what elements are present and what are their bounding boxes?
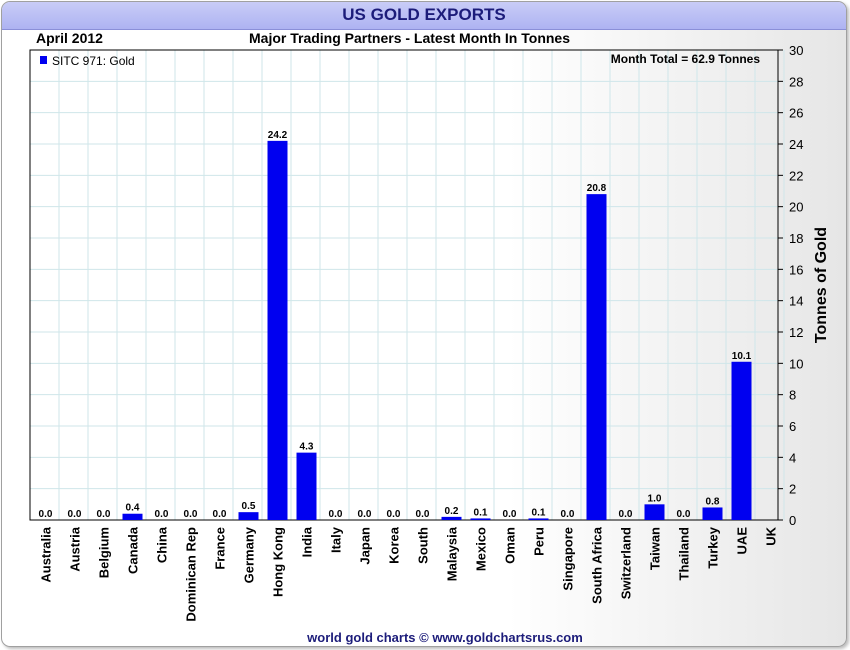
data-label: 0.0	[39, 509, 53, 520]
data-label: 0.0	[155, 509, 169, 520]
category-label: UAE	[735, 527, 750, 555]
category-label: UK	[764, 526, 779, 545]
y-tick-label: 2	[789, 482, 796, 497]
data-label: 0.0	[619, 509, 633, 520]
category-labels: Australia Austria Belgium Canada China Domini…	[39, 526, 779, 621]
data-label: 0.0	[97, 509, 111, 520]
plot-border	[29, 49, 779, 521]
data-label: 4.3	[300, 442, 314, 453]
y-tick-label: 26	[789, 106, 803, 121]
category-label: Belgium	[97, 527, 112, 578]
bar	[644, 504, 665, 520]
footer-credit: world gold charts © www.goldchartsrus.co…	[307, 630, 583, 645]
category-label: Mexico	[474, 527, 489, 571]
y-tick-label: 30	[789, 43, 803, 58]
month-total-annotation: Month Total = 62.9 Tonnes	[611, 52, 761, 66]
data-label: 0.0	[68, 509, 82, 520]
chart-title: US GOLD EXPORTS	[342, 5, 506, 24]
y-tick-label: 22	[789, 168, 803, 183]
data-label: 0.0	[561, 509, 575, 520]
bar	[122, 513, 143, 520]
bar	[528, 518, 549, 520]
bar	[238, 512, 259, 520]
data-label: 0.0	[503, 509, 517, 520]
bar	[267, 140, 288, 520]
category-label: France	[213, 527, 228, 570]
category-label: Malaysia	[445, 526, 460, 581]
data-label: 0.0	[416, 509, 430, 520]
category-label: Singapore	[561, 527, 576, 591]
data-label: 0.0	[677, 509, 691, 520]
y-tick-label: 10	[789, 356, 803, 371]
bar	[586, 194, 607, 520]
date-label: April 2012	[36, 30, 103, 46]
category-label: South Africa	[590, 526, 605, 604]
y-tick-label: 8	[789, 388, 796, 403]
y-tick-label: 18	[789, 231, 803, 246]
data-label: 0.0	[213, 509, 227, 520]
bar	[702, 507, 723, 520]
data-label: 24.2	[268, 130, 288, 141]
category-label: Turkey	[706, 526, 721, 568]
category-label: Switzerland	[619, 527, 634, 599]
category-label: Peru	[532, 527, 547, 556]
bar	[441, 516, 462, 520]
y-tick-label: 28	[789, 74, 803, 89]
category-label: India	[300, 526, 315, 557]
category-label: Taiwan	[648, 527, 663, 570]
data-label: 0.0	[329, 509, 343, 520]
data-label: 0.0	[387, 509, 401, 520]
category-label: Hong Kong	[271, 527, 286, 597]
grid-lines	[30, 49, 785, 521]
category-label: Thailand	[677, 527, 692, 581]
bar	[296, 452, 317, 520]
y-tick-label: 6	[789, 419, 796, 434]
category-label: Italy	[329, 526, 344, 553]
bar	[470, 518, 491, 520]
legend-swatch	[40, 56, 47, 64]
data-label: 0.1	[474, 507, 488, 518]
category-label: Australia	[39, 526, 54, 582]
data-label: 1.0	[648, 493, 662, 504]
data-label: 0.5	[242, 501, 256, 512]
category-label: Canada	[126, 526, 141, 574]
category-label: Germany	[242, 526, 257, 583]
y-tick-label: 0	[789, 513, 796, 528]
y-tick-label: 24	[789, 137, 803, 152]
category-label: Austria	[68, 526, 83, 572]
bar	[731, 361, 752, 520]
data-label: 0.0	[184, 509, 198, 520]
data-label: 0.1	[532, 507, 546, 518]
bars: 0.0 0.0 0.0 0.4 0.0 0.0 0.0 0.5 24.2 4.3 0.0 0.0 0.0…	[39, 130, 752, 520]
y-axis-label: Tonnes of Gold	[813, 227, 830, 343]
data-label: 0.4	[126, 503, 140, 514]
y-tick-label: 14	[789, 294, 803, 309]
category-label: South	[416, 527, 431, 564]
category-label: Japan	[358, 527, 373, 565]
data-label: 0.2	[445, 506, 459, 517]
category-label: China	[155, 526, 170, 563]
data-label: 0.8	[706, 496, 720, 507]
chart-subtitle: Major Trading Partners - Latest Month In…	[249, 30, 570, 46]
title-bar: US GOLD EXPORTS	[2, 2, 846, 30]
legend-label: SITC 971: Gold	[52, 54, 135, 68]
data-label: 20.8	[587, 183, 607, 194]
y-tick-label: 4	[789, 450, 796, 465]
data-label: 0.0	[358, 509, 372, 520]
y-tick-label: 12	[789, 325, 803, 340]
y-tick-label: 16	[789, 262, 803, 277]
category-label: Korea	[387, 526, 402, 564]
category-label: Oman	[503, 527, 518, 564]
data-label: 10.1	[732, 351, 752, 362]
category-label: Dominican Rep	[184, 527, 199, 622]
y-tick-label: 20	[789, 200, 803, 215]
